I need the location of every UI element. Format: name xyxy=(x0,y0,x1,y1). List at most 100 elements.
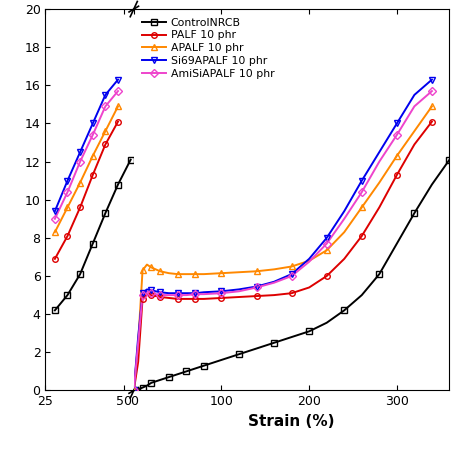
PALF 10 phr xyxy=(394,172,400,178)
APALF 10 phr xyxy=(131,388,137,393)
ControlNRCB xyxy=(429,182,434,187)
AmiSiAPALF 10 phr xyxy=(184,292,189,298)
APALF 10 phr xyxy=(359,205,365,210)
Si69APALF 10 phr xyxy=(306,256,312,262)
PALF 10 phr xyxy=(192,296,198,301)
ControlNRCB xyxy=(192,366,198,371)
ControlNRCB xyxy=(175,371,180,377)
AmiSiAPALF 10 phr xyxy=(153,291,158,297)
ControlNRCB xyxy=(166,375,172,380)
Si69APALF 10 phr xyxy=(184,291,189,296)
PALF 10 phr xyxy=(166,295,172,301)
AmiSiAPALF 10 phr xyxy=(341,216,347,222)
Line: AmiSiAPALF 10 phr: AmiSiAPALF 10 phr xyxy=(134,91,432,390)
ControlNRCB xyxy=(148,380,154,385)
Si69APALF 10 phr xyxy=(429,77,434,82)
Si69APALF 10 phr xyxy=(140,291,145,296)
APALF 10 phr xyxy=(184,271,189,277)
APALF 10 phr xyxy=(153,266,158,272)
Si69APALF 10 phr xyxy=(394,121,400,126)
PALF 10 phr xyxy=(236,294,242,300)
Si69APALF 10 phr xyxy=(166,291,172,296)
APALF 10 phr xyxy=(175,271,180,277)
APALF 10 phr xyxy=(341,229,347,235)
AmiSiAPALF 10 phr xyxy=(254,285,259,290)
APALF 10 phr xyxy=(236,270,242,275)
APALF 10 phr xyxy=(158,268,163,274)
PALF 10 phr xyxy=(219,295,224,301)
PALF 10 phr xyxy=(158,294,163,300)
PALF 10 phr xyxy=(153,293,158,299)
ControlNRCB xyxy=(376,271,382,277)
AmiSiAPALF 10 phr xyxy=(166,292,172,298)
Si69APALF 10 phr xyxy=(236,286,242,292)
PALF 10 phr xyxy=(148,292,154,298)
AmiSiAPALF 10 phr xyxy=(376,159,382,164)
Si69APALF 10 phr xyxy=(324,235,330,241)
Si69APALF 10 phr xyxy=(254,284,259,289)
AmiSiAPALF 10 phr xyxy=(144,289,150,294)
AmiSiAPALF 10 phr xyxy=(140,292,145,298)
AmiSiAPALF 10 phr xyxy=(429,89,434,94)
APALF 10 phr xyxy=(148,265,154,270)
APALF 10 phr xyxy=(219,271,224,276)
Line: Si69APALF 10 phr: Si69APALF 10 phr xyxy=(134,79,432,390)
PALF 10 phr xyxy=(324,273,330,279)
AmiSiAPALF 10 phr xyxy=(271,280,277,286)
PALF 10 phr xyxy=(306,285,312,290)
PALF 10 phr xyxy=(144,291,150,297)
PALF 10 phr xyxy=(184,296,189,301)
PALF 10 phr xyxy=(376,205,382,210)
Line: APALF 10 phr: APALF 10 phr xyxy=(134,106,432,390)
Si69APALF 10 phr xyxy=(131,388,137,393)
Si69APALF 10 phr xyxy=(271,279,277,285)
Si69APALF 10 phr xyxy=(359,178,365,183)
AmiSiAPALF 10 phr xyxy=(306,259,312,264)
ControlNRCB xyxy=(201,363,207,368)
APALF 10 phr xyxy=(144,262,150,267)
PALF 10 phr xyxy=(175,296,180,301)
APALF 10 phr xyxy=(135,340,141,345)
PALF 10 phr xyxy=(412,142,417,147)
AmiSiAPALF 10 phr xyxy=(158,292,163,298)
PALF 10 phr xyxy=(271,292,277,298)
Si69APALF 10 phr xyxy=(289,271,294,277)
ControlNRCB xyxy=(306,329,312,334)
APALF 10 phr xyxy=(412,128,417,134)
ControlNRCB xyxy=(394,241,400,247)
Si69APALF 10 phr xyxy=(341,208,347,214)
ControlNRCB xyxy=(158,377,163,383)
APALF 10 phr xyxy=(254,268,259,274)
ControlNRCB xyxy=(184,369,189,374)
AmiSiAPALF 10 phr xyxy=(394,132,400,138)
APALF 10 phr xyxy=(306,258,312,263)
ControlNRCB xyxy=(254,346,259,351)
ControlNRCB xyxy=(219,357,224,363)
Line: PALF 10 phr: PALF 10 phr xyxy=(134,122,432,390)
ControlNRCB xyxy=(131,388,137,393)
AmiSiAPALF 10 phr xyxy=(192,291,198,297)
ControlNRCB xyxy=(236,351,242,357)
PALF 10 phr xyxy=(135,359,141,365)
Si69APALF 10 phr xyxy=(219,289,224,294)
ControlNRCB xyxy=(447,157,452,163)
Legend: ControlNRCB, PALF 10 phr, APALF 10 phr, Si69APALF 10 phr, AmiSiAPALF 10 phr: ControlNRCB, PALF 10 phr, APALF 10 phr, … xyxy=(139,15,277,82)
PALF 10 phr xyxy=(131,388,137,393)
ControlNRCB xyxy=(144,383,150,388)
X-axis label: Strain (%): Strain (%) xyxy=(248,414,335,429)
AmiSiAPALF 10 phr xyxy=(324,241,330,247)
ControlNRCB xyxy=(140,385,145,390)
AmiSiAPALF 10 phr xyxy=(359,189,365,195)
Si69APALF 10 phr xyxy=(376,149,382,155)
AmiSiAPALF 10 phr xyxy=(131,388,137,393)
Si69APALF 10 phr xyxy=(158,290,163,295)
AmiSiAPALF 10 phr xyxy=(219,291,224,296)
AmiSiAPALF 10 phr xyxy=(289,273,294,279)
ControlNRCB xyxy=(359,292,365,298)
AmiSiAPALF 10 phr xyxy=(148,291,154,296)
APALF 10 phr xyxy=(376,180,382,185)
PALF 10 phr xyxy=(140,296,145,301)
ControlNRCB xyxy=(324,320,330,326)
Si69APALF 10 phr xyxy=(148,288,154,293)
PALF 10 phr xyxy=(341,256,347,262)
